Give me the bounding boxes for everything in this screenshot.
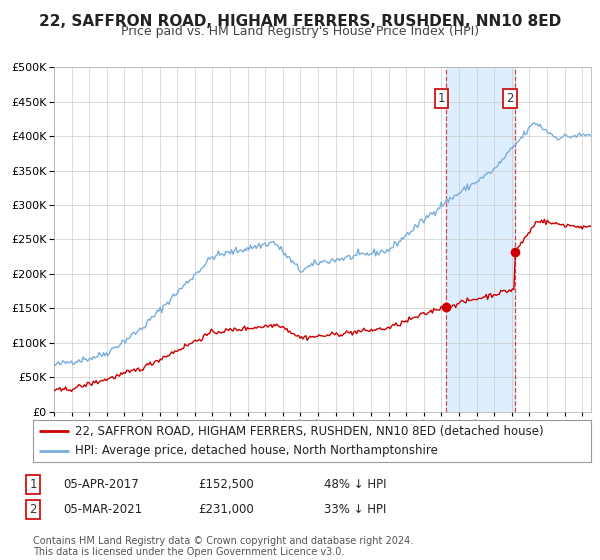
Text: 05-MAR-2021: 05-MAR-2021 (63, 503, 142, 516)
Text: Contains HM Land Registry data © Crown copyright and database right 2024.
This d: Contains HM Land Registry data © Crown c… (33, 535, 413, 557)
Text: Price paid vs. HM Land Registry's House Price Index (HPI): Price paid vs. HM Land Registry's House … (121, 25, 479, 38)
Text: HPI: Average price, detached house, North Northamptonshire: HPI: Average price, detached house, Nort… (75, 444, 438, 457)
Text: £152,500: £152,500 (198, 478, 254, 491)
Text: £231,000: £231,000 (198, 503, 254, 516)
Text: 05-APR-2017: 05-APR-2017 (63, 478, 139, 491)
Text: 22, SAFFRON ROAD, HIGHAM FERRERS, RUSHDEN, NN10 8ED: 22, SAFFRON ROAD, HIGHAM FERRERS, RUSHDE… (39, 14, 561, 29)
Text: 22, SAFFRON ROAD, HIGHAM FERRERS, RUSHDEN, NN10 8ED (detached house): 22, SAFFRON ROAD, HIGHAM FERRERS, RUSHDE… (75, 425, 544, 438)
Text: 33% ↓ HPI: 33% ↓ HPI (324, 503, 386, 516)
Text: 2: 2 (29, 503, 37, 516)
Text: 48% ↓ HPI: 48% ↓ HPI (324, 478, 386, 491)
Bar (446, 67, 515, 412)
Text: 1: 1 (29, 478, 37, 491)
Text: 2: 2 (506, 92, 514, 105)
Text: 1: 1 (438, 92, 445, 105)
